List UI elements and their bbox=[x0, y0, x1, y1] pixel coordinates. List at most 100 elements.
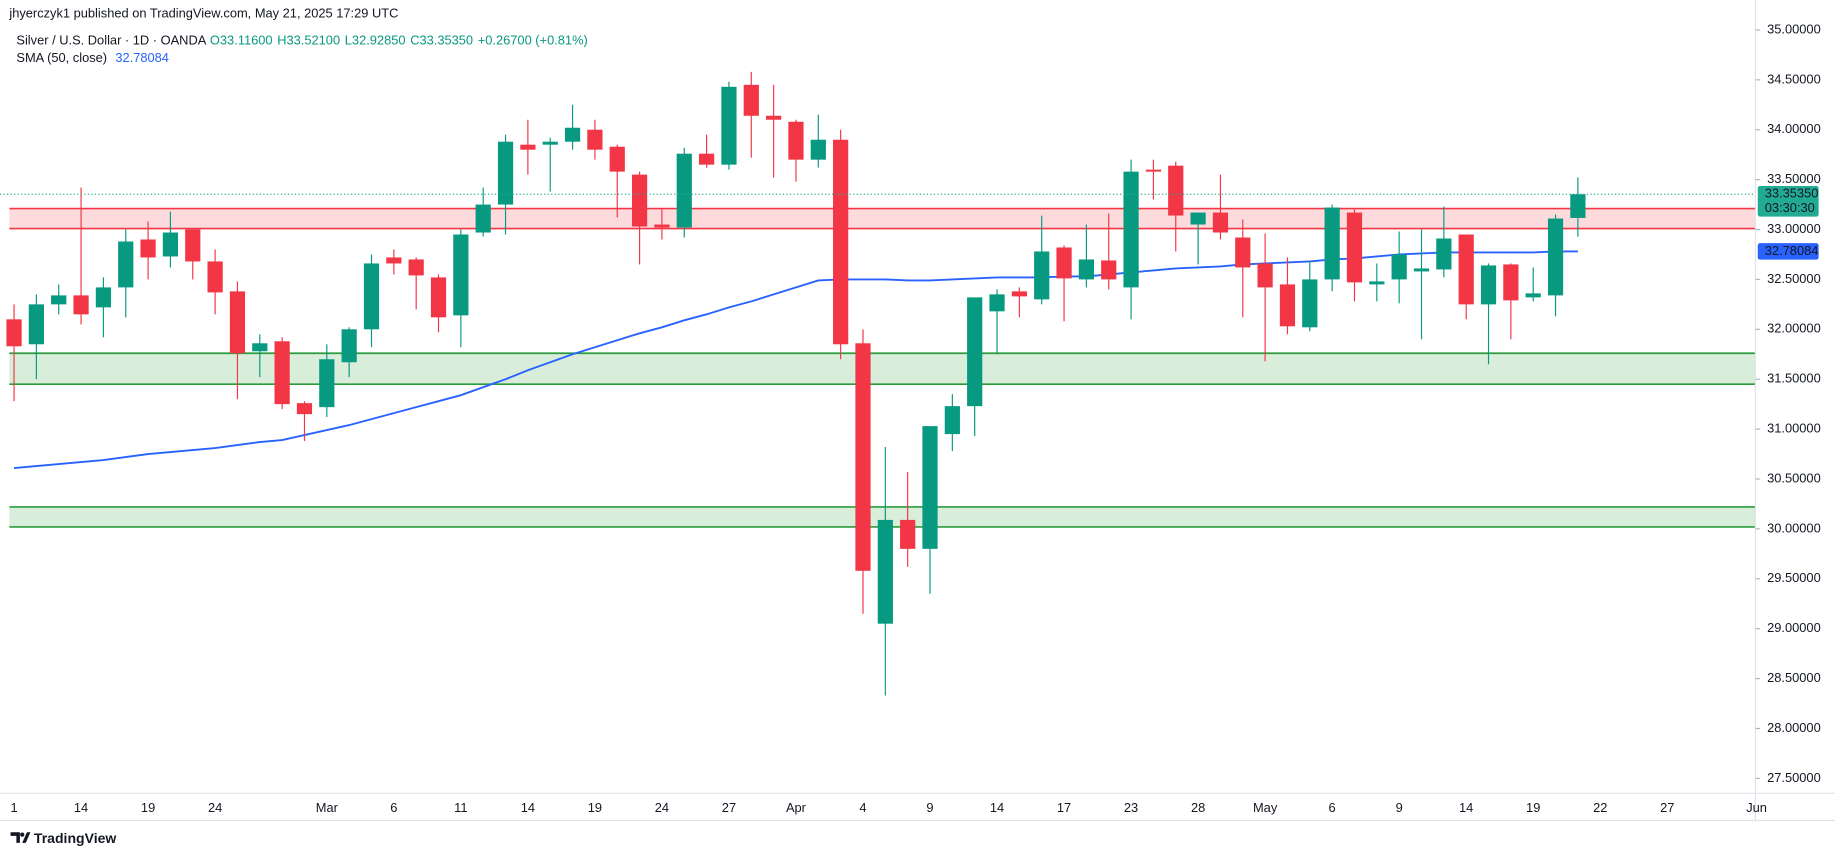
x-tick-label: Jun bbox=[1746, 800, 1767, 815]
candle-body bbox=[386, 257, 402, 264]
candle-body bbox=[408, 259, 424, 276]
candle-body bbox=[1011, 291, 1027, 297]
candle-body bbox=[185, 229, 201, 262]
candle-body bbox=[296, 403, 313, 415]
x-tick-label: 14 bbox=[74, 800, 88, 815]
x-tick-label: 22 bbox=[1593, 800, 1607, 815]
candle-body bbox=[967, 297, 983, 407]
x-tick-label: 14 bbox=[1459, 800, 1473, 815]
candle-body bbox=[73, 295, 89, 315]
legend: Silver / U.S. Dollar · 1D · OANDA O33.11… bbox=[16, 33, 587, 48]
candle-body bbox=[319, 359, 335, 408]
candle-body bbox=[788, 121, 804, 160]
candle-body bbox=[721, 86, 737, 165]
x-tick-label: 17 bbox=[1057, 800, 1071, 815]
candle-body bbox=[587, 129, 603, 150]
candle-body bbox=[1123, 171, 1139, 288]
candle-body bbox=[1547, 218, 1564, 296]
candle-body bbox=[1503, 264, 1519, 301]
x-tick-label: 28 bbox=[1191, 800, 1205, 815]
y-tick-label: 27.50000 bbox=[1767, 770, 1821, 785]
y-tick-label: 30.00000 bbox=[1767, 520, 1821, 535]
y-tick-label: 35.00000 bbox=[1767, 21, 1821, 36]
x-tick-label: 19 bbox=[588, 800, 602, 815]
legend-high: H33.52100 bbox=[277, 33, 340, 48]
candle-body bbox=[6, 319, 22, 347]
last-price-box bbox=[1757, 185, 1819, 217]
y-tick-label: 28.50000 bbox=[1767, 670, 1821, 685]
x-tick-label: 11 bbox=[454, 800, 467, 815]
candle-body bbox=[833, 139, 849, 345]
x-tick-label: 9 bbox=[1396, 800, 1403, 815]
candle-body bbox=[1369, 281, 1385, 285]
y-tick-label: 31.00000 bbox=[1767, 420, 1821, 435]
y-tick-label: 32.00000 bbox=[1767, 321, 1821, 336]
zone bbox=[9, 208, 1756, 229]
x-tick-label: 19 bbox=[141, 800, 155, 815]
candle-body bbox=[1145, 169, 1162, 172]
candle-body bbox=[922, 426, 938, 549]
candle-body bbox=[542, 141, 558, 145]
y-tick-label: 32.50000 bbox=[1767, 271, 1821, 286]
y-tick-label: 28.00000 bbox=[1767, 720, 1821, 735]
candle-body bbox=[118, 241, 134, 288]
y-tick-label: 29.00000 bbox=[1767, 620, 1821, 635]
candle-body bbox=[497, 141, 514, 205]
x-tick-label: May bbox=[1253, 800, 1278, 815]
x-tick-label: 4 bbox=[859, 800, 866, 815]
last-price-label: 33.35350 bbox=[1765, 186, 1819, 201]
candle-body bbox=[855, 343, 871, 571]
sma-name: SMA (50, close) bbox=[16, 50, 107, 65]
x-tick-label: 24 bbox=[655, 800, 669, 815]
zone bbox=[9, 506, 1756, 527]
candle-body bbox=[1279, 284, 1296, 327]
x-tick-label: 23 bbox=[1124, 800, 1138, 815]
y-tick-label: 34.00000 bbox=[1767, 121, 1821, 136]
candle-body bbox=[631, 174, 648, 227]
x-tick-label: 27 bbox=[722, 800, 736, 815]
candle-body bbox=[520, 144, 536, 150]
candle-body bbox=[810, 139, 826, 160]
x-tick-label: Mar bbox=[316, 800, 339, 815]
x-tick-label: 27 bbox=[1660, 800, 1674, 815]
candle-body bbox=[95, 287, 112, 308]
candle-body bbox=[654, 224, 670, 228]
candle-body bbox=[162, 232, 179, 257]
candle-body bbox=[51, 295, 67, 305]
candle-body bbox=[1235, 237, 1251, 268]
y-tick-label: 34.50000 bbox=[1767, 71, 1821, 86]
countdown: 03:30:30 bbox=[1765, 200, 1815, 215]
candle-body bbox=[274, 341, 290, 405]
candle-body bbox=[944, 406, 960, 435]
footer: TradingView bbox=[34, 830, 116, 846]
candle-body bbox=[1056, 247, 1072, 279]
candle-body bbox=[1570, 194, 1586, 218]
candle-body bbox=[475, 204, 491, 233]
candle-body bbox=[1436, 238, 1452, 270]
logo-dot bbox=[20, 832, 25, 837]
candle-body bbox=[1391, 254, 1407, 280]
sma-price-label: 32.78084 bbox=[1765, 243, 1819, 258]
x-tick-label: 24 bbox=[208, 800, 222, 815]
candle-body bbox=[1413, 268, 1430, 272]
x-tick-label: 14 bbox=[990, 800, 1004, 815]
logo bbox=[10, 832, 31, 843]
candle-body bbox=[1190, 212, 1206, 225]
x-tick-label: 6 bbox=[1329, 800, 1336, 815]
legend-open: O33.11600 bbox=[210, 33, 273, 48]
legend-low: L32.92850 bbox=[345, 33, 406, 48]
candle-body bbox=[341, 329, 357, 363]
candle-body bbox=[1101, 260, 1117, 280]
y-tick-label: 29.50000 bbox=[1767, 570, 1821, 585]
candle-body bbox=[766, 115, 782, 120]
legend-close: C33.35350 bbox=[410, 33, 473, 48]
candle-body bbox=[676, 153, 692, 228]
x-tick-label: 9 bbox=[926, 800, 933, 815]
candle-body bbox=[430, 277, 447, 318]
candle-body bbox=[1525, 293, 1541, 298]
sma-box bbox=[1757, 243, 1819, 260]
candle-body bbox=[207, 261, 223, 293]
